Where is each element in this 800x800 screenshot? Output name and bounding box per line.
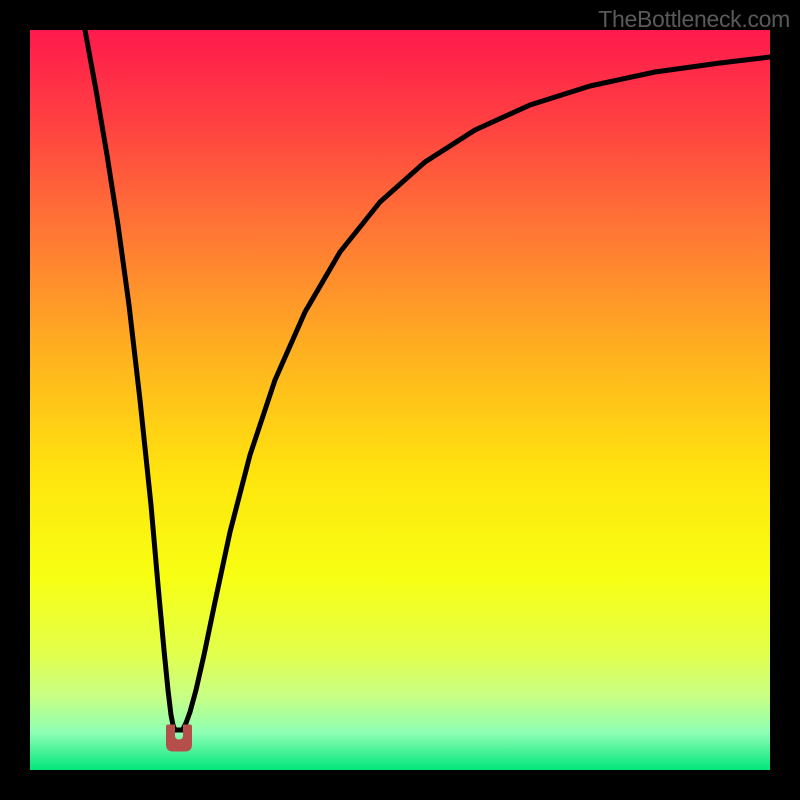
chart-frame bbox=[30, 30, 770, 770]
watermark: TheBottleneck.com bbox=[598, 6, 790, 33]
gradient-chart bbox=[30, 30, 770, 770]
